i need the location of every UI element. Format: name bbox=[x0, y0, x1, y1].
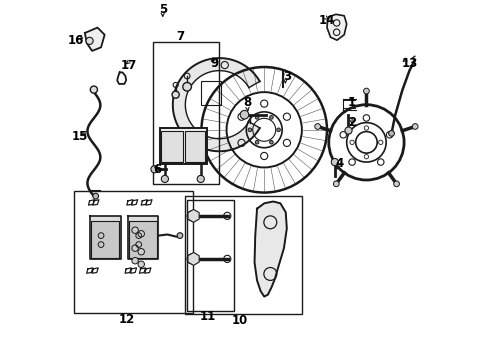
Text: 11: 11 bbox=[200, 310, 216, 323]
Circle shape bbox=[183, 82, 191, 91]
Circle shape bbox=[269, 140, 273, 144]
Text: 12: 12 bbox=[119, 312, 135, 326]
Circle shape bbox=[197, 175, 204, 183]
Bar bbox=[74, 191, 192, 313]
Text: 1: 1 bbox=[347, 96, 355, 109]
Circle shape bbox=[255, 140, 258, 144]
Polygon shape bbox=[90, 216, 121, 259]
Circle shape bbox=[132, 257, 138, 264]
Circle shape bbox=[187, 254, 197, 264]
Circle shape bbox=[247, 128, 251, 132]
Circle shape bbox=[132, 245, 138, 251]
Text: 15: 15 bbox=[72, 130, 88, 144]
Circle shape bbox=[138, 261, 144, 267]
Text: 8: 8 bbox=[243, 96, 251, 109]
Bar bbox=[184, 131, 205, 162]
Bar bbox=[153, 42, 219, 184]
Circle shape bbox=[269, 116, 273, 119]
Text: 14: 14 bbox=[318, 14, 334, 27]
Text: 7: 7 bbox=[176, 30, 184, 43]
Circle shape bbox=[86, 37, 93, 44]
Circle shape bbox=[138, 230, 144, 237]
Circle shape bbox=[172, 91, 179, 98]
Bar bbox=[91, 221, 119, 258]
Circle shape bbox=[138, 248, 144, 255]
Text: 16: 16 bbox=[68, 33, 84, 47]
Circle shape bbox=[240, 111, 248, 119]
Text: 2: 2 bbox=[347, 116, 355, 129]
Text: 10: 10 bbox=[231, 314, 247, 327]
Text: 17: 17 bbox=[121, 59, 137, 72]
Text: 6: 6 bbox=[153, 163, 161, 176]
Bar bbox=[129, 221, 157, 258]
Text: 3: 3 bbox=[283, 69, 291, 82]
Circle shape bbox=[363, 88, 368, 94]
Circle shape bbox=[411, 123, 417, 129]
Text: 5: 5 bbox=[158, 3, 166, 16]
Text: 9: 9 bbox=[209, 57, 218, 70]
Circle shape bbox=[344, 127, 351, 134]
Circle shape bbox=[132, 227, 138, 233]
Circle shape bbox=[255, 116, 258, 119]
Bar bbox=[185, 196, 301, 315]
Polygon shape bbox=[254, 202, 286, 297]
Circle shape bbox=[161, 175, 168, 183]
Polygon shape bbox=[85, 28, 104, 51]
Circle shape bbox=[393, 181, 399, 187]
Circle shape bbox=[90, 86, 97, 93]
Circle shape bbox=[187, 211, 197, 221]
Bar bbox=[161, 131, 183, 162]
Circle shape bbox=[330, 158, 338, 166]
Bar bbox=[187, 200, 233, 311]
Circle shape bbox=[151, 166, 158, 173]
Circle shape bbox=[388, 131, 394, 136]
Polygon shape bbox=[128, 216, 158, 259]
Bar bbox=[201, 81, 221, 105]
Circle shape bbox=[314, 123, 320, 129]
Polygon shape bbox=[326, 14, 346, 40]
Polygon shape bbox=[172, 58, 259, 151]
Bar bbox=[160, 128, 206, 164]
Text: 4: 4 bbox=[335, 157, 343, 170]
Text: 13: 13 bbox=[401, 57, 417, 70]
Circle shape bbox=[333, 181, 339, 187]
Circle shape bbox=[93, 193, 99, 199]
Circle shape bbox=[177, 233, 183, 238]
Circle shape bbox=[276, 128, 280, 132]
